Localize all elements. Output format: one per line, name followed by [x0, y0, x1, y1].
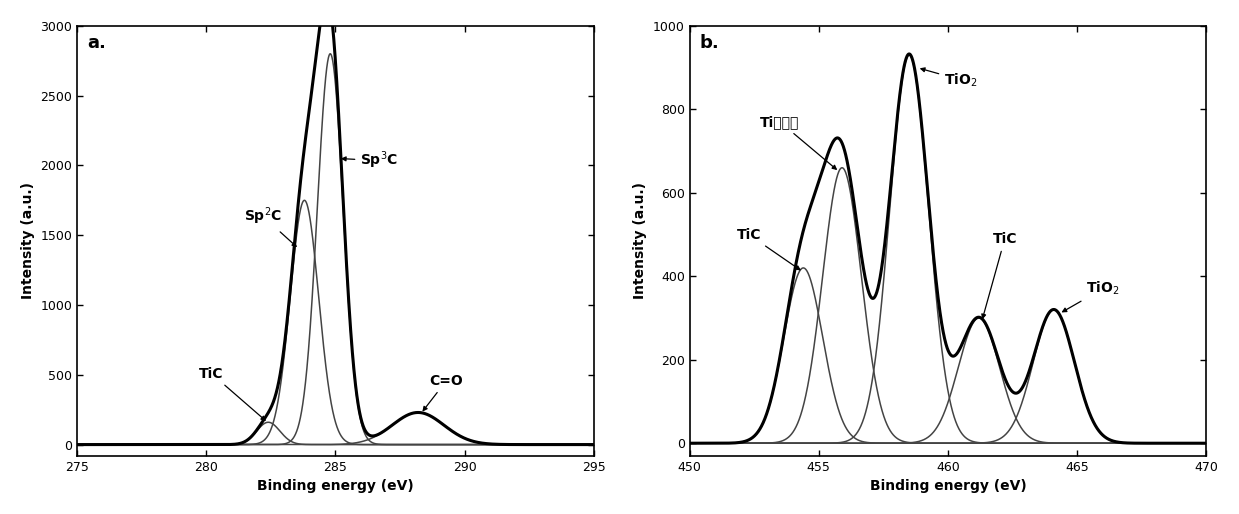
X-axis label: Binding energy (eV): Binding energy (eV): [256, 479, 414, 493]
Text: Ti复合物: Ti复合物: [761, 115, 836, 169]
Text: TiC: TiC: [737, 228, 800, 270]
Text: TiC: TiC: [981, 232, 1017, 318]
Text: TiC: TiC: [199, 366, 265, 420]
Text: Sp$^3$C: Sp$^3$C: [342, 150, 398, 171]
Text: TiO$_2$: TiO$_2$: [1063, 280, 1120, 312]
Text: C=O: C=O: [424, 374, 463, 411]
Text: TiO$_2$: TiO$_2$: [921, 68, 978, 89]
Text: a.: a.: [88, 34, 107, 52]
Y-axis label: Intensity (a.u.): Intensity (a.u.): [633, 182, 647, 299]
Text: Sp$^2$C: Sp$^2$C: [244, 206, 296, 246]
Y-axis label: Intensity (a.u.): Intensity (a.u.): [21, 182, 35, 299]
Text: b.: b.: [700, 34, 720, 52]
X-axis label: Binding energy (eV): Binding energy (eV): [870, 479, 1026, 493]
